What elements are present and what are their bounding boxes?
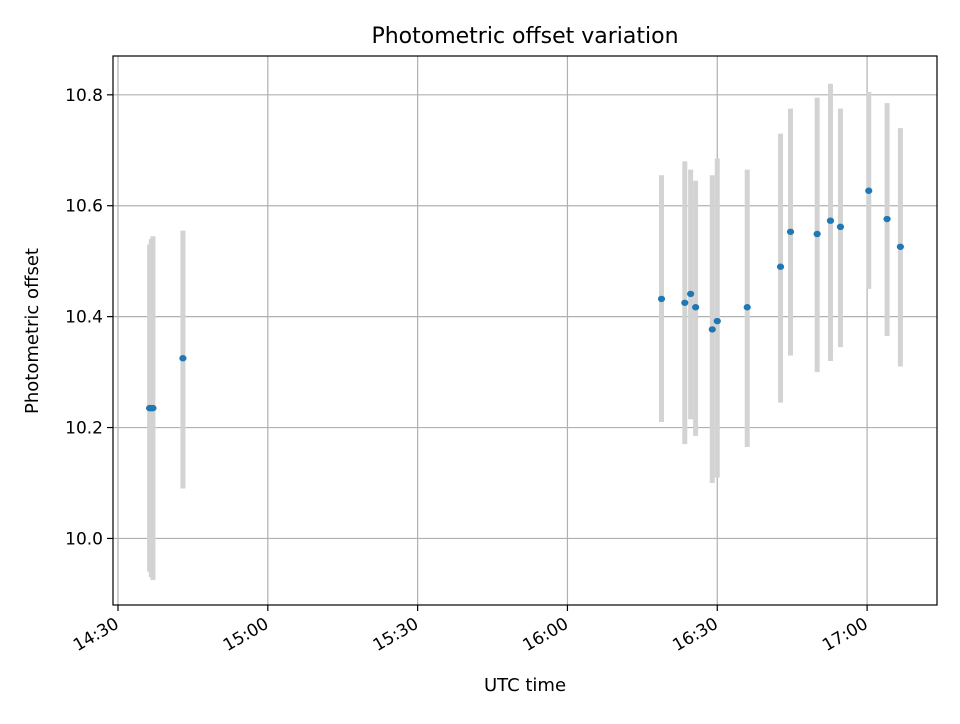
data-point	[813, 230, 821, 238]
y-tick-label: 10.4	[65, 308, 103, 328]
data-point	[687, 290, 695, 298]
x-tick-label: 17:00	[819, 614, 871, 656]
data-point	[713, 317, 721, 325]
x-axis-ticks: 14:30 15:00 15:30 16:00 16:30 17:00	[70, 605, 872, 656]
plot-frame	[112, 55, 938, 606]
x-tick-label: 16:30	[669, 614, 721, 656]
data-point	[179, 355, 187, 362]
data-point	[776, 263, 785, 270]
error-bars	[147, 83, 903, 581]
data-point	[681, 299, 689, 306]
data-points	[146, 187, 904, 412]
data-point	[743, 304, 751, 311]
y-axis-ticks: 10.0 10.2 10.4 10.6 10.8	[65, 86, 113, 549]
data-point	[708, 326, 716, 333]
data-point	[836, 223, 845, 230]
data-point	[865, 187, 873, 194]
x-axis-label: UTC time	[484, 675, 566, 696]
data-point	[883, 215, 891, 223]
y-axis-label: Photometric offset	[22, 248, 43, 414]
data-point	[896, 243, 904, 250]
y-tick-label: 10.8	[65, 86, 103, 106]
data-point	[149, 404, 157, 412]
data-point	[826, 217, 835, 224]
x-tick-label: 14:30	[70, 614, 122, 656]
y-tick-label: 10.2	[65, 419, 103, 439]
y-tick-label: 10.6	[65, 197, 103, 217]
data-point	[692, 304, 700, 311]
x-tick-label: 15:00	[220, 614, 272, 656]
x-tick-label: 15:30	[370, 614, 422, 656]
data-point	[657, 295, 666, 303]
grid-lines	[113, 56, 937, 605]
chart-title: Photometric offset variation	[371, 24, 678, 49]
data-point	[786, 228, 795, 235]
y-tick-label: 10.0	[65, 529, 103, 549]
x-tick-label: 16:00	[520, 614, 572, 656]
